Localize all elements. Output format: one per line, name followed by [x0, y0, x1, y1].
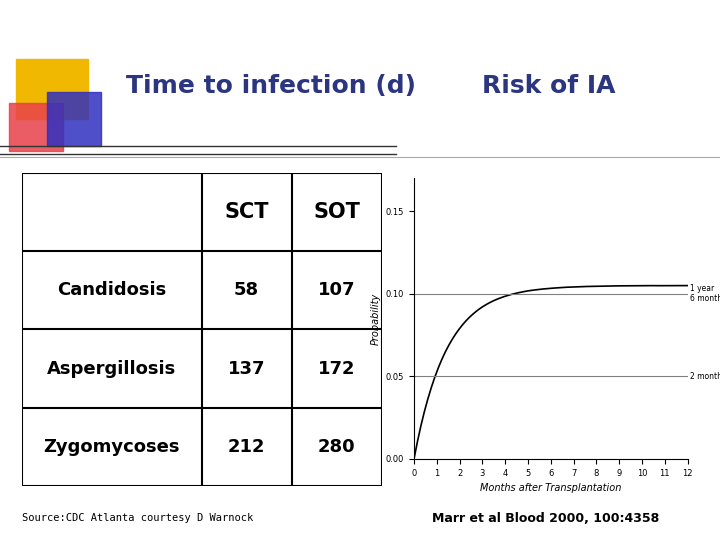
Bar	[16, 59, 88, 119]
Text: Source:CDC Atlanta courtesy D Warnock: Source:CDC Atlanta courtesy D Warnock	[22, 514, 253, 523]
Text: 1 year: 1 year	[690, 285, 714, 293]
Text: Marr et al Blood 2000, 100:4358: Marr et al Blood 2000, 100:4358	[432, 512, 660, 525]
Text: 2 months: 2 months	[690, 372, 720, 381]
Text: 212: 212	[228, 438, 266, 456]
Y-axis label: Probability: Probability	[370, 293, 380, 345]
X-axis label: Months after Transplantation: Months after Transplantation	[480, 483, 621, 493]
Text: Candidosis: Candidosis	[57, 281, 166, 299]
Text: 137: 137	[228, 360, 266, 377]
Bar	[47, 92, 101, 146]
Text: 58: 58	[234, 281, 259, 299]
Text: SOT: SOT	[313, 202, 360, 222]
Text: Time to infection (d): Time to infection (d)	[126, 75, 416, 98]
Text: 172: 172	[318, 360, 356, 377]
Bar	[9, 103, 63, 151]
Text: Aspergillosis: Aspergillosis	[47, 360, 176, 377]
Text: 6 months: 6 months	[690, 294, 720, 303]
Text: 107: 107	[318, 281, 356, 299]
Text: 280: 280	[318, 438, 356, 456]
Text: Risk of IA: Risk of IA	[482, 75, 616, 98]
Text: SCT: SCT	[225, 202, 269, 222]
Text: Zygomycoses: Zygomycoses	[43, 438, 180, 456]
